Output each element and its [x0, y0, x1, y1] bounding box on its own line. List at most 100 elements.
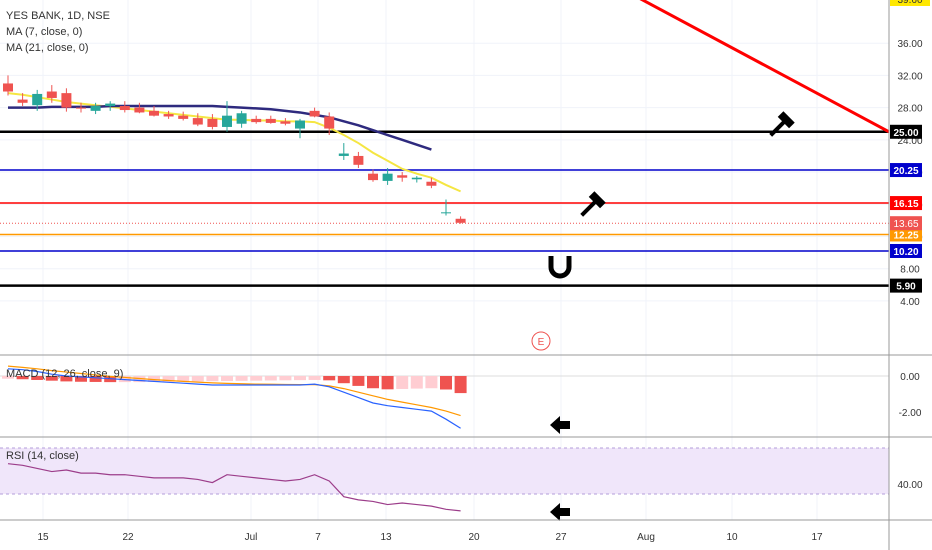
candle-body — [178, 115, 189, 119]
candle-body — [192, 118, 203, 125]
candle — [134, 102, 145, 114]
macd-histogram-bar — [250, 376, 263, 381]
candle — [265, 115, 276, 124]
candle-body — [397, 175, 408, 178]
macd-histogram-bar — [177, 376, 190, 382]
candle — [207, 114, 218, 130]
last-price-badge — [890, 216, 922, 231]
x-tick-label: 15 — [37, 532, 49, 543]
candle-body — [455, 218, 466, 223]
candle-body — [426, 181, 437, 186]
candle-body — [3, 83, 13, 92]
x-tick-label: 17 — [811, 532, 823, 543]
x-tick-label: Aug — [637, 532, 655, 543]
macd-histogram-bar — [191, 376, 204, 382]
candle-body — [207, 118, 218, 127]
macd-histogram-bar — [367, 376, 379, 389]
trend-line[interactable] — [633, 0, 890, 134]
candlesticks — [3, 75, 466, 224]
candle-body — [368, 173, 378, 181]
candle — [455, 216, 466, 224]
macd-histogram-bar — [279, 376, 292, 381]
symbol-label[interactable]: YES BANK, 1D, NSE — [6, 10, 110, 22]
last-price-label: 13.65 — [893, 219, 918, 230]
candle-body — [324, 116, 335, 129]
level-label: 16.15 — [893, 199, 918, 210]
x-tick-label: 13 — [380, 532, 392, 543]
ma7-legend-label[interactable]: MA (7, close, 0) — [6, 26, 83, 38]
macd-histogram-bar — [45, 376, 58, 381]
rsi-band — [0, 448, 889, 494]
ma21-legend-label[interactable]: MA (21, close, 0) — [6, 42, 89, 54]
x-tick-label: 20 — [468, 532, 480, 543]
candle-body — [163, 114, 174, 117]
macd-histogram-bar — [425, 376, 438, 389]
hammer-head — [588, 191, 606, 209]
candle-body — [134, 107, 145, 113]
hammer-handle — [580, 199, 598, 217]
candle — [353, 151, 364, 169]
macd-histogram-bar — [337, 376, 350, 384]
macd-histogram-bar — [264, 376, 277, 381]
candle-body — [222, 115, 232, 127]
descending-trend-line — [639, 0, 890, 134]
macd-histogram-bar — [75, 376, 87, 382]
candle — [411, 176, 422, 183]
candle — [426, 177, 437, 189]
candle — [338, 143, 349, 160]
rsi-legend-label[interactable]: RSI (14, close) — [6, 450, 79, 462]
magnet-icon — [548, 256, 572, 279]
price-tick-label: 28.00 — [897, 104, 922, 115]
candle-body — [411, 177, 422, 180]
candle-body — [251, 118, 262, 123]
candle-body — [353, 155, 364, 165]
earnings-marker — [531, 331, 551, 351]
gavel-icon — [580, 191, 606, 217]
top-cut-label: 39.60 — [897, 0, 922, 6]
macd-histogram-bar — [221, 376, 233, 382]
candle-body — [280, 121, 291, 124]
macd-legend-label[interactable]: MACD (12, 26, close, 9) — [6, 368, 124, 380]
hammer-handle — [769, 119, 787, 137]
macd-histogram-bar — [352, 376, 365, 386]
candle-body — [441, 212, 451, 214]
macd-signal-line — [7, 365, 461, 417]
macd-histogram-bar — [162, 376, 175, 382]
left-arrow-icon — [550, 416, 570, 434]
macd-histogram-bar — [381, 376, 394, 390]
left-arrow-icon — [550, 503, 570, 521]
x-tick-label: 7 — [315, 532, 321, 543]
rsi-tick-label: 40.00 — [897, 480, 922, 491]
candle — [61, 88, 72, 112]
candle-body — [32, 93, 43, 106]
level-badge — [890, 163, 922, 178]
x-tick-label: 10 — [726, 532, 738, 543]
hammer-head — [777, 111, 795, 129]
candle — [236, 110, 247, 128]
candle-body — [76, 107, 86, 109]
level-badge — [890, 227, 922, 242]
macd-histogram-bar — [16, 376, 29, 380]
candle-body — [46, 91, 57, 98]
candle — [280, 118, 291, 126]
macd-histogram-bar — [206, 376, 219, 382]
candle — [3, 75, 13, 96]
candle — [17, 93, 28, 107]
top-cut-badge — [890, 0, 930, 6]
macd-histogram-bar — [396, 376, 409, 389]
level-label: 12.25 — [893, 230, 918, 241]
macd-histogram-bar — [148, 376, 160, 382]
macd-histogram-bar — [294, 376, 306, 381]
candle — [192, 113, 203, 127]
price-levels — [0, 130, 889, 287]
candle — [105, 101, 116, 111]
candle-body — [338, 153, 349, 156]
macd-tick-label: -2.00 — [899, 408, 922, 419]
price-tick-label: 36.00 — [897, 39, 922, 50]
level-label: 10.20 — [893, 247, 918, 258]
earnings-marker-label: E — [538, 337, 545, 348]
arrow-shape — [550, 416, 570, 434]
price-tick-label: 24.00 — [897, 136, 922, 147]
